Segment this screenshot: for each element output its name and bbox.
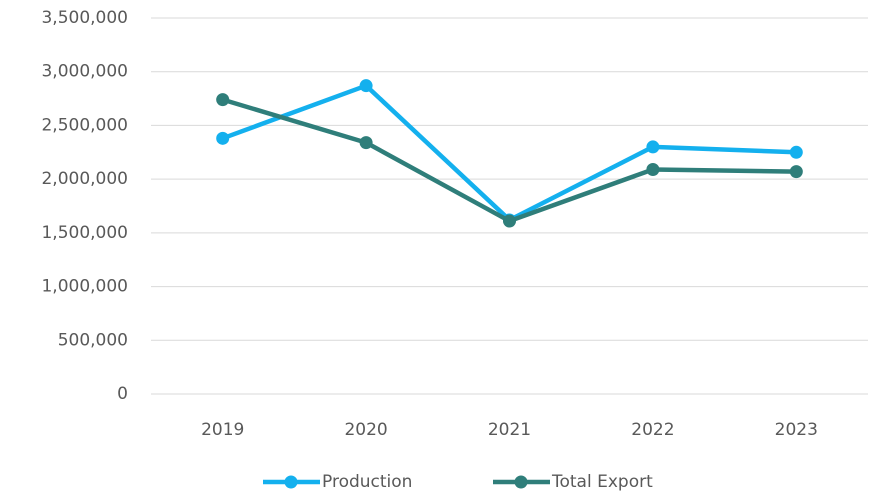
- data-point: [789, 145, 803, 159]
- y-tick-label: 3,000,000: [41, 62, 128, 82]
- legend-label: Total Export: [551, 472, 653, 492]
- data-point: [359, 79, 373, 93]
- y-tick-label: 2,500,000: [41, 115, 128, 135]
- data-point: [216, 93, 230, 107]
- legend-marker: [514, 475, 528, 489]
- data-point: [789, 165, 803, 179]
- y-tick-label: 1,500,000: [41, 223, 128, 243]
- series-line: [221, 83, 797, 223]
- legend-marker: [284, 475, 298, 489]
- y-tick-label: 0: [117, 384, 128, 404]
- series-line: [222, 97, 797, 224]
- y-tick-label: 500,000: [58, 330, 128, 350]
- y-tick-label: 2,000,000: [41, 169, 128, 189]
- x-tick-label: 2021: [488, 420, 531, 440]
- legend-label: Production: [322, 472, 412, 492]
- data-point: [216, 131, 230, 145]
- y-tick-label: 3,500,000: [41, 8, 128, 28]
- x-tick-label: 2020: [344, 420, 387, 440]
- y-tick-label: 1,000,000: [41, 277, 128, 297]
- x-tick-label: 2019: [201, 420, 244, 440]
- data-point: [646, 140, 660, 154]
- x-tick-label: 2023: [775, 420, 818, 440]
- x-tick-label: 2022: [631, 420, 674, 440]
- data-point: [646, 162, 660, 176]
- data-point: [503, 214, 516, 228]
- data-point: [359, 136, 373, 150]
